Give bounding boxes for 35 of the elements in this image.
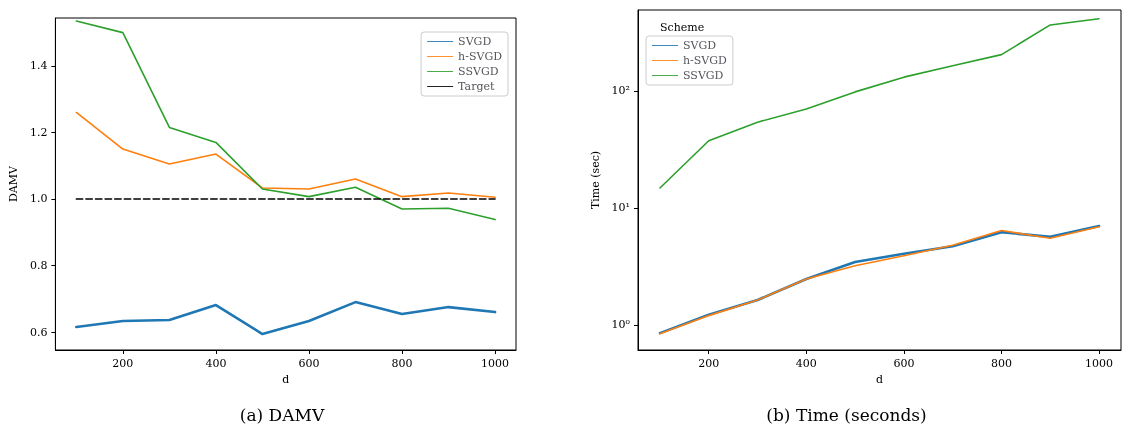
y-axis-title: Time (sec) bbox=[588, 150, 602, 210]
legend-label: h-SVGD bbox=[683, 54, 728, 67]
legend-label: SVGD bbox=[683, 39, 717, 52]
x-tick-label: 800 bbox=[990, 357, 1012, 370]
line-series bbox=[75, 300, 497, 336]
x-tick-label: 400 bbox=[205, 357, 227, 370]
legend-label: SSVGD bbox=[458, 65, 499, 78]
y-axis-title: DAMV bbox=[7, 164, 20, 202]
x-tick-label: 800 bbox=[391, 357, 413, 370]
legend-label: h-SVGD bbox=[458, 50, 503, 63]
text: (b) Time (seconds) bbox=[766, 404, 927, 425]
y-tick-label: 0.6 bbox=[29, 325, 48, 339]
x-tick-label: 400 bbox=[795, 357, 817, 370]
legend-label: Target bbox=[458, 80, 495, 93]
x-tick-label: 1000 bbox=[481, 357, 510, 370]
x-tick-label: 200 bbox=[112, 357, 134, 370]
y-tick-label: 10¹ bbox=[611, 201, 630, 215]
y-tick-label: 10⁰ bbox=[611, 318, 631, 332]
x-tick-label: 200 bbox=[698, 357, 720, 370]
x-tick-label: 600 bbox=[298, 357, 320, 370]
x-axis-title: d bbox=[282, 373, 290, 386]
y-tick-label: 10² bbox=[611, 84, 630, 98]
legend-label: SVGD bbox=[458, 35, 492, 48]
text: (a) DAMV bbox=[239, 404, 325, 425]
line-series bbox=[659, 17, 1100, 189]
legend-label: SSVGD bbox=[683, 69, 724, 82]
legend-title: Scheme bbox=[660, 21, 705, 34]
x-tick-label: 1000 bbox=[1085, 357, 1114, 370]
x-axis-title: d bbox=[875, 373, 884, 386]
y-tick-label: 1.0 bbox=[29, 192, 48, 206]
y-tick-label: 1.4 bbox=[29, 59, 48, 73]
line-series bbox=[75, 111, 496, 199]
y-tick-label: 1.2 bbox=[29, 125, 48, 139]
x-tick-label: 600 bbox=[893, 357, 915, 370]
y-tick-label: 0.8 bbox=[29, 259, 48, 272]
